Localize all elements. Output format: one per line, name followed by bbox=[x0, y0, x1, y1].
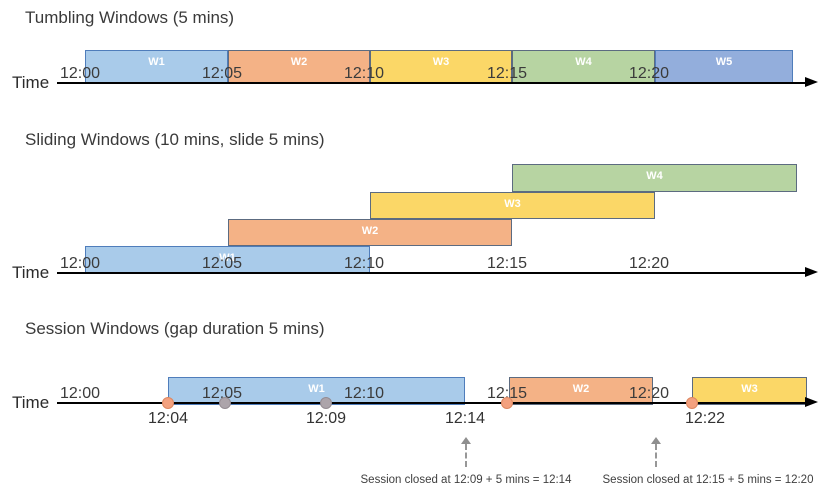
session-close-arrow-line bbox=[465, 444, 467, 467]
window-box-w1 bbox=[168, 377, 465, 405]
axis-tick-label: 12:15 bbox=[486, 65, 528, 82]
window-box-w3 bbox=[692, 377, 807, 405]
session-close-arrow-icon bbox=[651, 437, 661, 444]
event-dot bbox=[501, 397, 513, 409]
window-label: W1 bbox=[148, 56, 165, 68]
window-box-w2 bbox=[228, 50, 370, 83]
axis-tick-label: 12:05 bbox=[201, 255, 243, 272]
session-close-arrow-icon bbox=[461, 437, 471, 444]
event-dot bbox=[686, 397, 698, 409]
axis-tick-label: 12:20 bbox=[628, 65, 670, 82]
window-label: W4 bbox=[575, 56, 592, 68]
window-label: W3 bbox=[504, 198, 521, 210]
window-box-w2 bbox=[509, 377, 653, 405]
window-label: W3 bbox=[741, 383, 758, 395]
window-label: W2 bbox=[290, 56, 308, 68]
axis-tick-label: 12:00 bbox=[59, 65, 101, 82]
window-label: W3 bbox=[432, 56, 450, 68]
axis-arrow-icon bbox=[805, 76, 818, 87]
event-dot bbox=[162, 397, 174, 409]
window-label: W4 bbox=[646, 170, 663, 182]
window-box-w4 bbox=[512, 164, 797, 192]
time-axis-label: Time bbox=[12, 73, 50, 92]
time-axis bbox=[57, 82, 806, 84]
section-title: Sliding Windows (10 mins, slide 5 mins) bbox=[25, 130, 325, 149]
axis-tick-label: 12:20 bbox=[628, 385, 670, 402]
window-box-w2 bbox=[228, 219, 512, 246]
axis-tick-label: 12:10 bbox=[343, 65, 385, 82]
window-box-w3 bbox=[370, 192, 655, 219]
axis-tick-label: 12:00 bbox=[59, 255, 101, 272]
time-axis bbox=[57, 402, 806, 404]
window-label: W5 bbox=[715, 56, 733, 68]
axis-tick-label: 12:00 bbox=[59, 385, 101, 402]
time-axis-label: Time bbox=[12, 393, 50, 412]
session-close-caption: Session closed at 12:09 + 5 mins = 12:14 bbox=[360, 474, 572, 486]
event-time-label: 12:14 bbox=[444, 410, 486, 427]
section-title: Tumbling Windows (5 mins) bbox=[25, 8, 235, 27]
axis-arrow-icon bbox=[805, 266, 818, 277]
axis-tick-label: 12:05 bbox=[201, 65, 243, 82]
event-time-label: 12:04 bbox=[147, 410, 189, 427]
window-box-w1 bbox=[85, 50, 228, 83]
axis-tick-label: 12:05 bbox=[201, 385, 243, 402]
window-label: W1 bbox=[219, 252, 236, 264]
axis-tick-label: 12:20 bbox=[628, 255, 670, 272]
axis-tick-label: 12:10 bbox=[343, 255, 385, 272]
event-dot bbox=[320, 397, 332, 409]
time-axis bbox=[57, 272, 806, 274]
section-title: Session Windows (gap duration 5 mins) bbox=[25, 319, 325, 338]
axis-tick-label: 12:15 bbox=[486, 385, 528, 402]
window-label: W1 bbox=[308, 383, 325, 395]
event-time-label: 12:09 bbox=[305, 410, 347, 427]
window-label: W2 bbox=[572, 383, 590, 395]
axis-tick-label: 12:15 bbox=[486, 255, 528, 272]
session-close-caption: Session closed at 12:15 + 5 mins = 12:20 bbox=[602, 474, 814, 486]
window-box-w4 bbox=[512, 50, 655, 83]
axis-arrow-icon bbox=[805, 396, 818, 407]
time-axis-label: Time bbox=[12, 263, 50, 282]
window-label: W2 bbox=[361, 225, 379, 237]
event-time-label: 12:22 bbox=[684, 410, 726, 427]
event-dot bbox=[219, 397, 231, 409]
session-close-arrow-line bbox=[655, 444, 657, 467]
axis-tick-label: 12:10 bbox=[343, 385, 385, 402]
